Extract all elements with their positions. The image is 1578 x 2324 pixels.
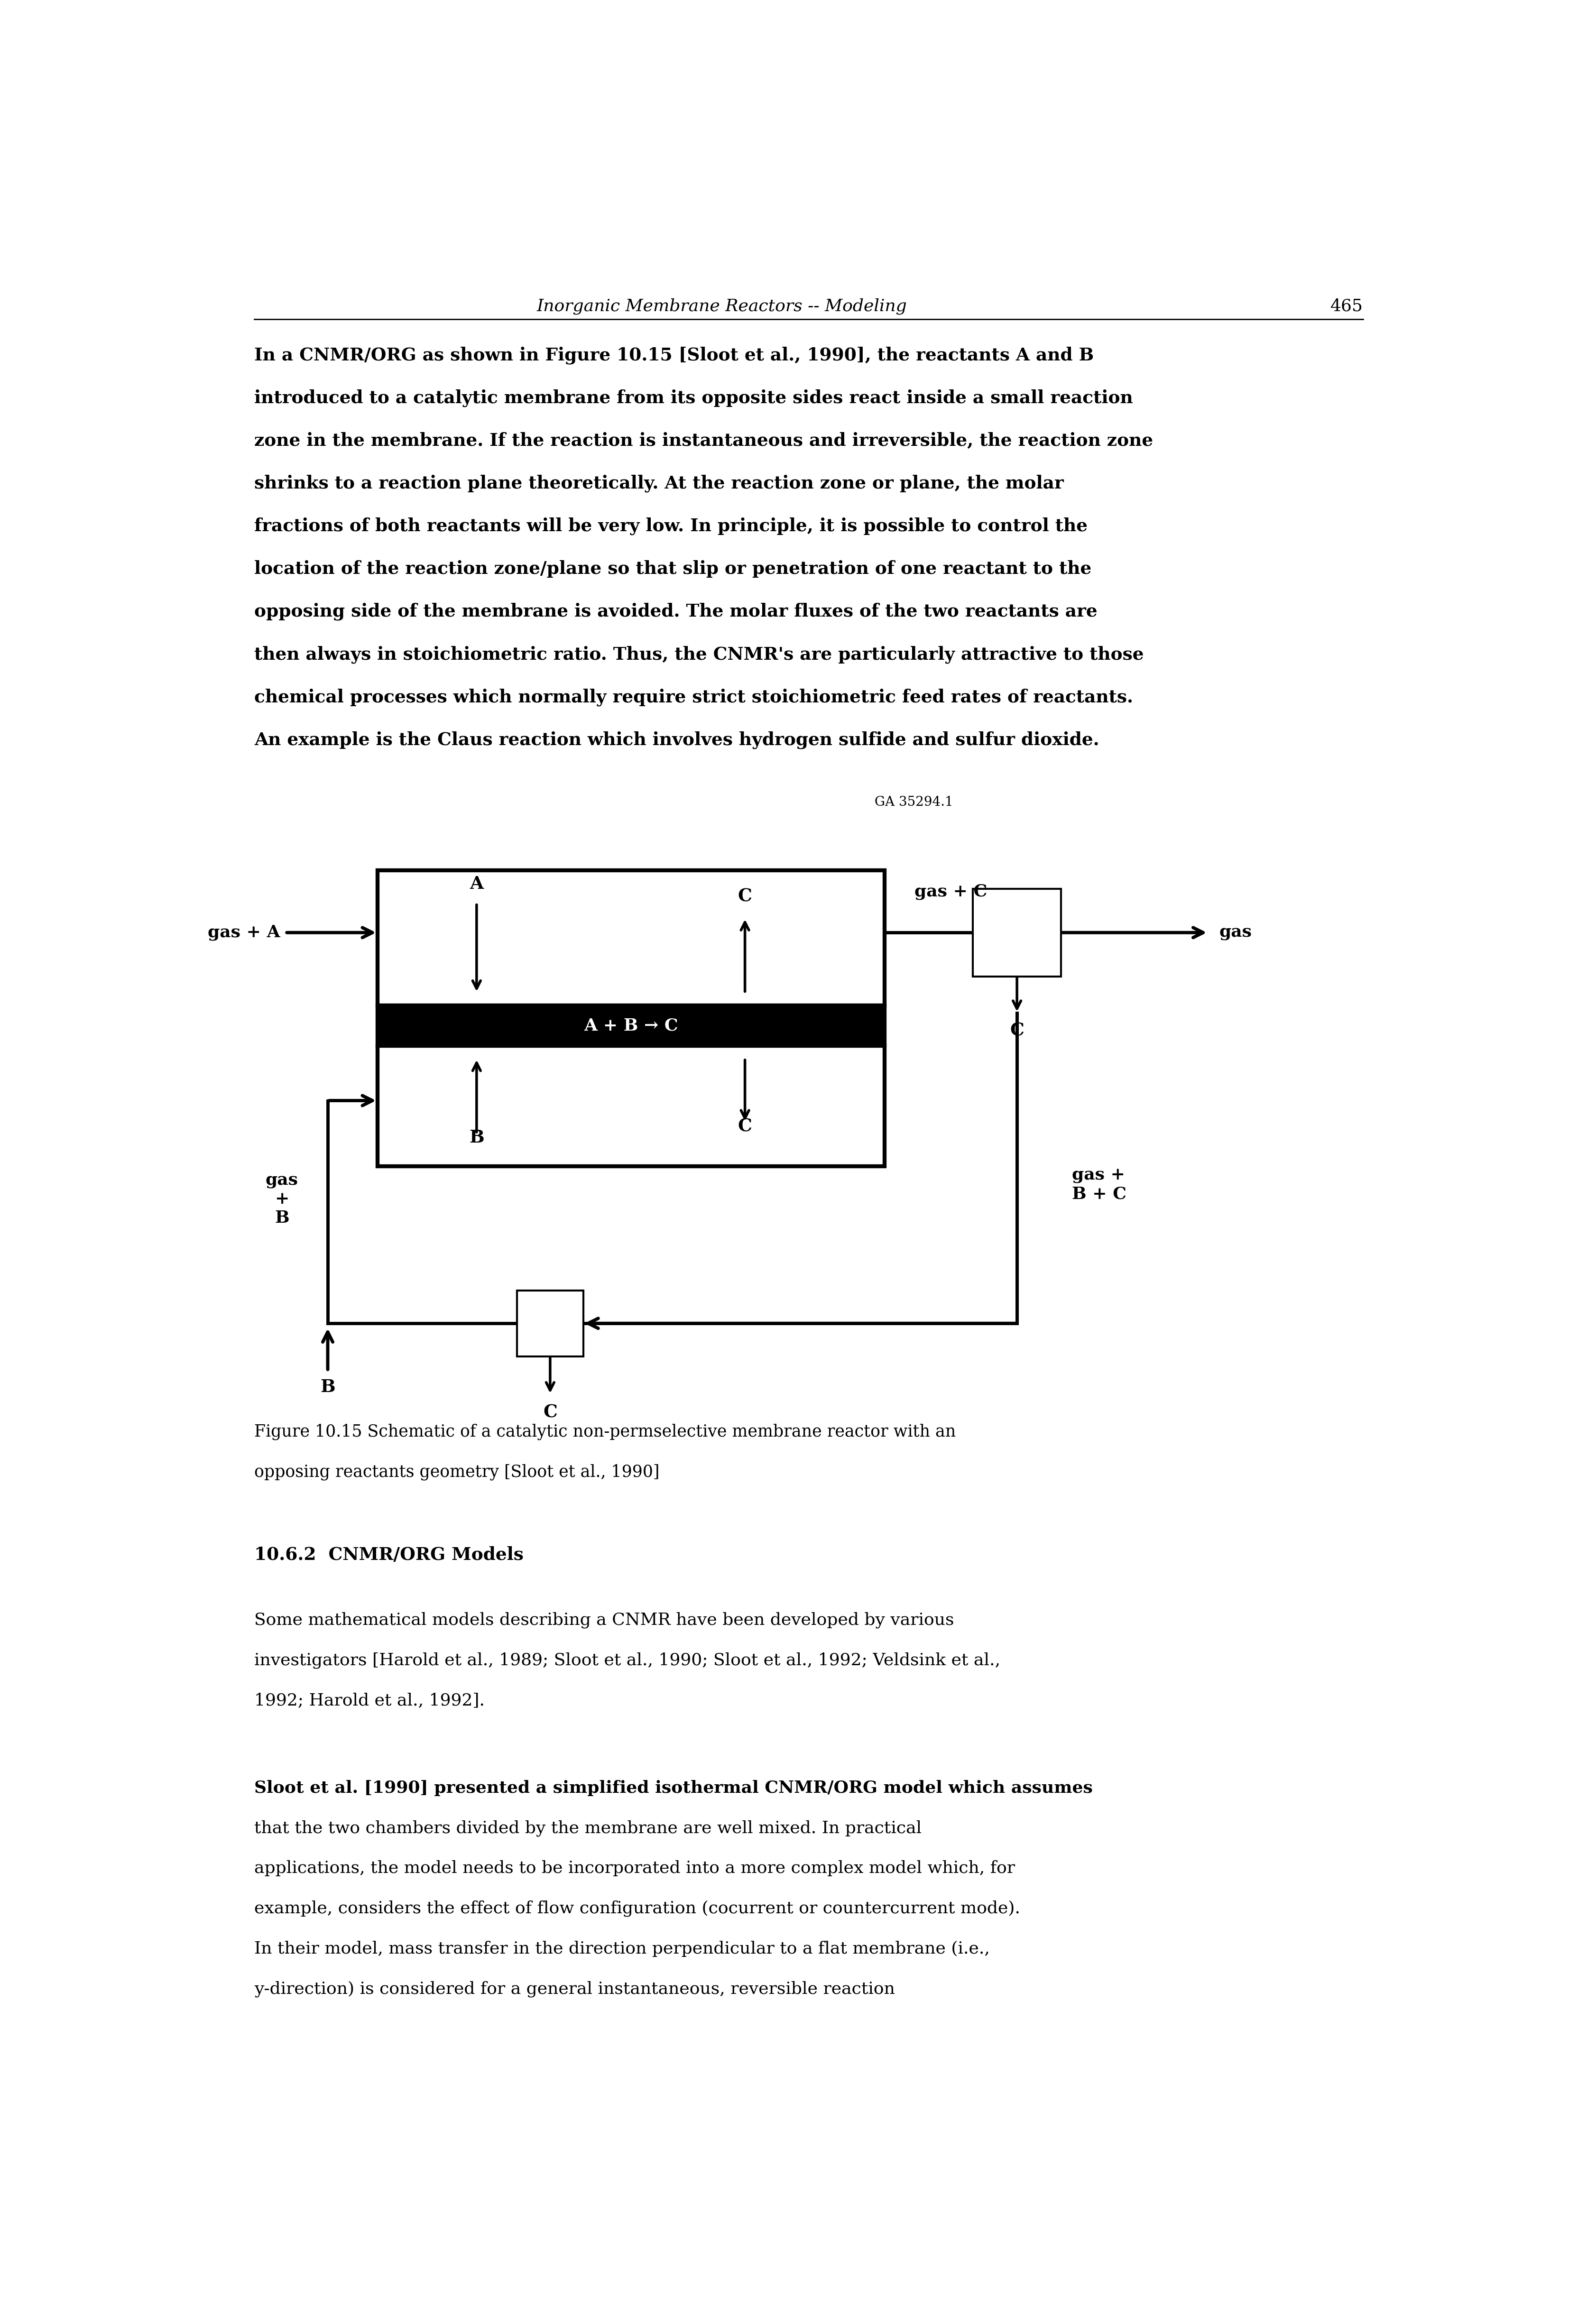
Text: then always in stoichiometric ratio. Thus, the CNMR's are particularly attractiv: then always in stoichiometric ratio. Thu… bbox=[254, 646, 1144, 662]
Text: In a CNMR/ORG as shown in Figure 10.15 [Sloot et al., 1990], the reactants A and: In a CNMR/ORG as shown in Figure 10.15 [… bbox=[254, 346, 1094, 365]
Text: gas: gas bbox=[1220, 925, 1251, 941]
Text: Some mathematical models describing a CNMR have been developed by various: Some mathematical models describing a CN… bbox=[254, 1613, 955, 1629]
Text: GA 35294.1: GA 35294.1 bbox=[874, 795, 953, 809]
Text: Sloot et al. [1990] presented a simplified isothermal CNMR/ORG model which assum: Sloot et al. [1990] presented a simplifi… bbox=[254, 1780, 1092, 1796]
Text: 1992; Harold et al., 1992].: 1992; Harold et al., 1992]. bbox=[254, 1692, 484, 1708]
Text: location of the reaction zone/plane so that slip or penetration of one reactant : location of the reaction zone/plane so t… bbox=[254, 560, 1092, 579]
Text: Figure 10.15 Schematic of a catalytic non-permselective membrane reactor with an: Figure 10.15 Schematic of a catalytic no… bbox=[254, 1425, 956, 1441]
Bar bbox=[377, 872, 885, 1006]
Text: C: C bbox=[1010, 1023, 1024, 1039]
Text: shrinks to a reaction plane theoretically. At the reaction zone or plane, the mo: shrinks to a reaction plane theoreticall… bbox=[254, 474, 1064, 493]
Text: B: B bbox=[320, 1378, 335, 1397]
Text: C: C bbox=[739, 888, 753, 904]
Text: A: A bbox=[470, 874, 483, 892]
Text: gas + A: gas + A bbox=[207, 925, 279, 941]
Text: gas +
B + C: gas + B + C bbox=[1071, 1167, 1127, 1202]
Text: C: C bbox=[739, 1118, 753, 1136]
Bar bbox=[974, 888, 1060, 976]
Bar bbox=[377, 1046, 885, 1167]
Text: y-direction) is considered for a general instantaneous, reversible reaction: y-direction) is considered for a general… bbox=[254, 1980, 895, 1996]
Text: B: B bbox=[469, 1129, 484, 1146]
Text: 465: 465 bbox=[1330, 297, 1363, 314]
Text: 10.6.2  CNMR/ORG Models: 10.6.2 CNMR/ORG Models bbox=[254, 1545, 524, 1564]
Text: that the two chambers divided by the membrane are well mixed. In practical: that the two chambers divided by the mem… bbox=[254, 1820, 922, 1836]
Text: zone in the membrane. If the reaction is instantaneous and irreversible, the rea: zone in the membrane. If the reaction is… bbox=[254, 432, 1154, 449]
Text: gas
+
B: gas + B bbox=[265, 1171, 298, 1227]
Text: A + B → C: A + B → C bbox=[584, 1018, 679, 1034]
Text: opposing side of the membrane is avoided. The molar fluxes of the two reactants : opposing side of the membrane is avoided… bbox=[254, 602, 1097, 621]
Text: applications, the model needs to be incorporated into a more complex model which: applications, the model needs to be inco… bbox=[254, 1859, 1015, 1875]
Text: gas + C: gas + C bbox=[914, 883, 988, 899]
Text: introduced to a catalytic membrane from its opposite sides react inside a small : introduced to a catalytic membrane from … bbox=[254, 388, 1133, 407]
Text: investigators [Harold et al., 1989; Sloot et al., 1990; Sloot et al., 1992; Veld: investigators [Harold et al., 1989; Sloo… bbox=[254, 1652, 1000, 1669]
Text: Inorganic Membrane Reactors -- Modeling: Inorganic Membrane Reactors -- Modeling bbox=[537, 297, 907, 314]
Text: example, considers the effect of flow configuration (cocurrent or countercurrent: example, considers the effect of flow co… bbox=[254, 1901, 1021, 1917]
Text: chemical processes which normally require strict stoichiometric feed rates of re: chemical processes which normally requir… bbox=[254, 688, 1133, 706]
Bar bbox=[518, 1290, 584, 1357]
Bar bbox=[377, 1006, 885, 1046]
Text: fractions of both reactants will be very low. In principle, it is possible to co: fractions of both reactants will be very… bbox=[254, 518, 1087, 535]
Text: In their model, mass transfer in the direction perpendicular to a flat membrane : In their model, mass transfer in the dir… bbox=[254, 1941, 989, 1957]
Text: C: C bbox=[543, 1404, 557, 1422]
Text: opposing reactants geometry [Sloot et al., 1990]: opposing reactants geometry [Sloot et al… bbox=[254, 1464, 660, 1480]
Text: An example is the Claus reaction which involves hydrogen sulfide and sulfur diox: An example is the Claus reaction which i… bbox=[254, 732, 1100, 748]
